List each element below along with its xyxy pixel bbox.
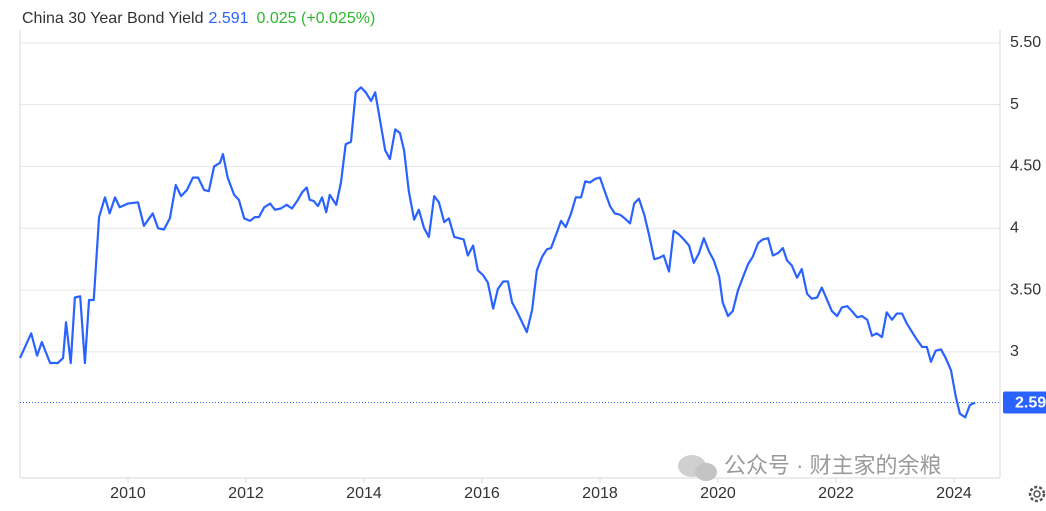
- y-tick-label: 4: [1010, 219, 1019, 236]
- x-tick-label: 2020: [700, 485, 736, 502]
- line-series: [18, 86, 976, 419]
- y-tick-label: 5.50: [1010, 34, 1041, 51]
- x-tick-label: 2012: [228, 485, 264, 502]
- x-tick-label: 2016: [464, 485, 500, 502]
- y-tick-label: 3.50: [1010, 281, 1041, 298]
- current-tag: [1003, 391, 1046, 414]
- y-tick-label: 4.50: [1010, 158, 1041, 175]
- chart-title: China 30 Year Bond Yield: [22, 10, 203, 27]
- watermark-icon: [678, 455, 717, 481]
- x-tick-label: 2018: [582, 485, 618, 502]
- y-tick-label: 5: [1010, 96, 1019, 113]
- x-tick-label: 2022: [818, 485, 854, 502]
- x-tick-label: 2010: [110, 485, 146, 502]
- price-change: 0.025 (+0.025%): [257, 10, 376, 27]
- x-tick-label: 2024: [936, 485, 972, 502]
- y-tick-label: 3: [1010, 343, 1019, 360]
- settings-icon[interactable]: [1028, 485, 1046, 503]
- price: 2.591: [208, 10, 248, 27]
- current-label: 2.59: [1015, 395, 1046, 412]
- x-tick-label: 2014: [346, 485, 382, 502]
- watermark: 公众号 · 财主家的余粮: [724, 453, 942, 478]
